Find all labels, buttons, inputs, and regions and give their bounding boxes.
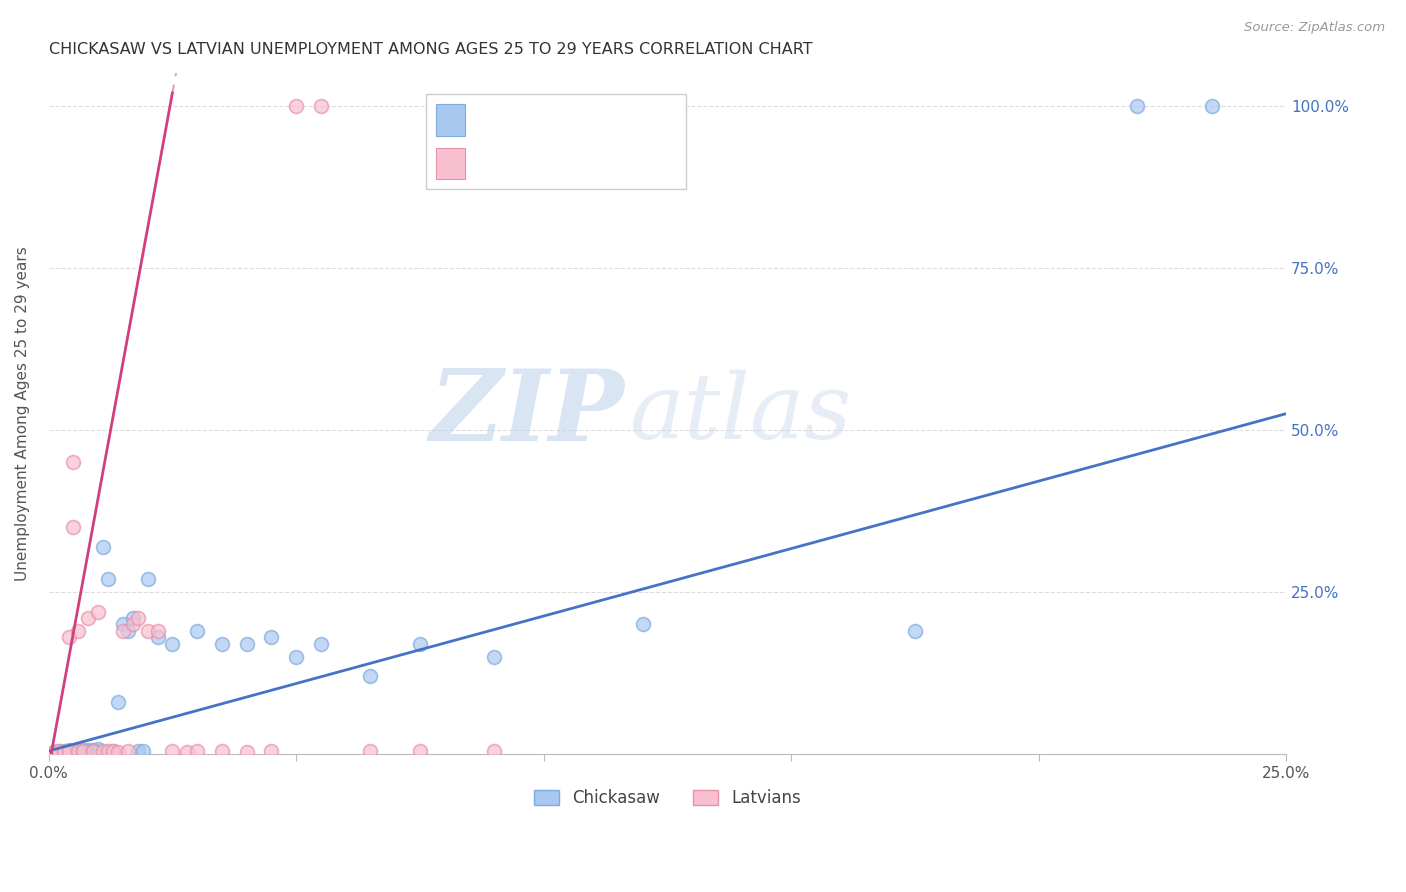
Point [186, 744, 208, 758]
Point [359, 669, 381, 683]
Point [97, 744, 120, 758]
Point [91, 540, 114, 554]
Point [82, 743, 104, 757]
Point [235, 745, 257, 759]
Point [111, 617, 134, 632]
Point [72, 745, 94, 759]
Point [285, 98, 308, 112]
Point [1201, 98, 1223, 112]
Point [58, 631, 80, 645]
Point [77, 745, 100, 759]
Point [67, 744, 90, 758]
Point [67, 744, 90, 758]
Point [62, 745, 84, 759]
Point [48, 745, 70, 759]
Point [48, 744, 70, 758]
Y-axis label: Unemployment Among Ages 25 to 29 years: Unemployment Among Ages 25 to 29 years [15, 246, 30, 581]
Point [482, 744, 505, 758]
Point [127, 611, 149, 625]
Point [260, 631, 283, 645]
Point [48, 745, 70, 759]
Point [48, 744, 70, 758]
Legend: Chickasaw, Latvians: Chickasaw, Latvians [527, 782, 808, 814]
Point [101, 744, 124, 758]
Point [77, 742, 100, 756]
Point [67, 745, 90, 759]
Point [87, 742, 110, 756]
Point [359, 744, 381, 758]
Point [42, 745, 65, 759]
Point [127, 744, 149, 758]
Point [211, 637, 233, 651]
Point [62, 520, 84, 534]
Point [52, 745, 75, 759]
Point [309, 637, 332, 651]
Point [52, 744, 75, 758]
Point [52, 745, 75, 759]
Point [97, 572, 120, 586]
Point [136, 624, 159, 638]
Point [91, 744, 114, 758]
Point [111, 624, 134, 638]
Point [101, 744, 124, 758]
Point [146, 631, 169, 645]
Point [72, 744, 94, 758]
Point [186, 624, 208, 638]
Point [82, 745, 104, 759]
Text: Source: ZipAtlas.com: Source: ZipAtlas.com [1244, 21, 1385, 34]
Point [82, 744, 104, 758]
Point [58, 744, 80, 758]
Point [409, 744, 432, 758]
Point [122, 617, 145, 632]
Point [117, 744, 139, 758]
Point [42, 745, 65, 759]
Point [62, 744, 84, 758]
Point [1126, 98, 1149, 112]
Text: CHICKASAW VS LATVIAN UNEMPLOYMENT AMONG AGES 25 TO 29 YEARS CORRELATION CHART: CHICKASAW VS LATVIAN UNEMPLOYMENT AMONG … [49, 42, 813, 57]
Point [117, 624, 139, 638]
Point [72, 743, 94, 757]
Point [58, 743, 80, 757]
Point [107, 745, 129, 759]
Point [42, 745, 65, 759]
Point [107, 695, 129, 709]
Point [62, 745, 84, 759]
Point [631, 617, 654, 632]
Point [52, 745, 75, 759]
Point [146, 624, 169, 638]
Point [77, 611, 100, 625]
Point [162, 744, 184, 758]
Point [122, 611, 145, 625]
Point [87, 745, 110, 759]
Point [235, 637, 257, 651]
Text: atlas: atlas [630, 369, 852, 458]
Point [58, 745, 80, 759]
Point [87, 605, 110, 619]
Point [176, 745, 198, 759]
Point [260, 744, 283, 758]
Point [67, 624, 90, 638]
Point [132, 744, 155, 758]
Point [409, 637, 432, 651]
Point [309, 98, 332, 112]
Point [482, 649, 505, 664]
Point [904, 624, 927, 638]
Point [162, 637, 184, 651]
Point [42, 745, 65, 759]
Point [211, 744, 233, 758]
Point [136, 572, 159, 586]
Text: ZIP: ZIP [429, 366, 624, 462]
Point [62, 455, 84, 469]
Point [285, 649, 308, 664]
